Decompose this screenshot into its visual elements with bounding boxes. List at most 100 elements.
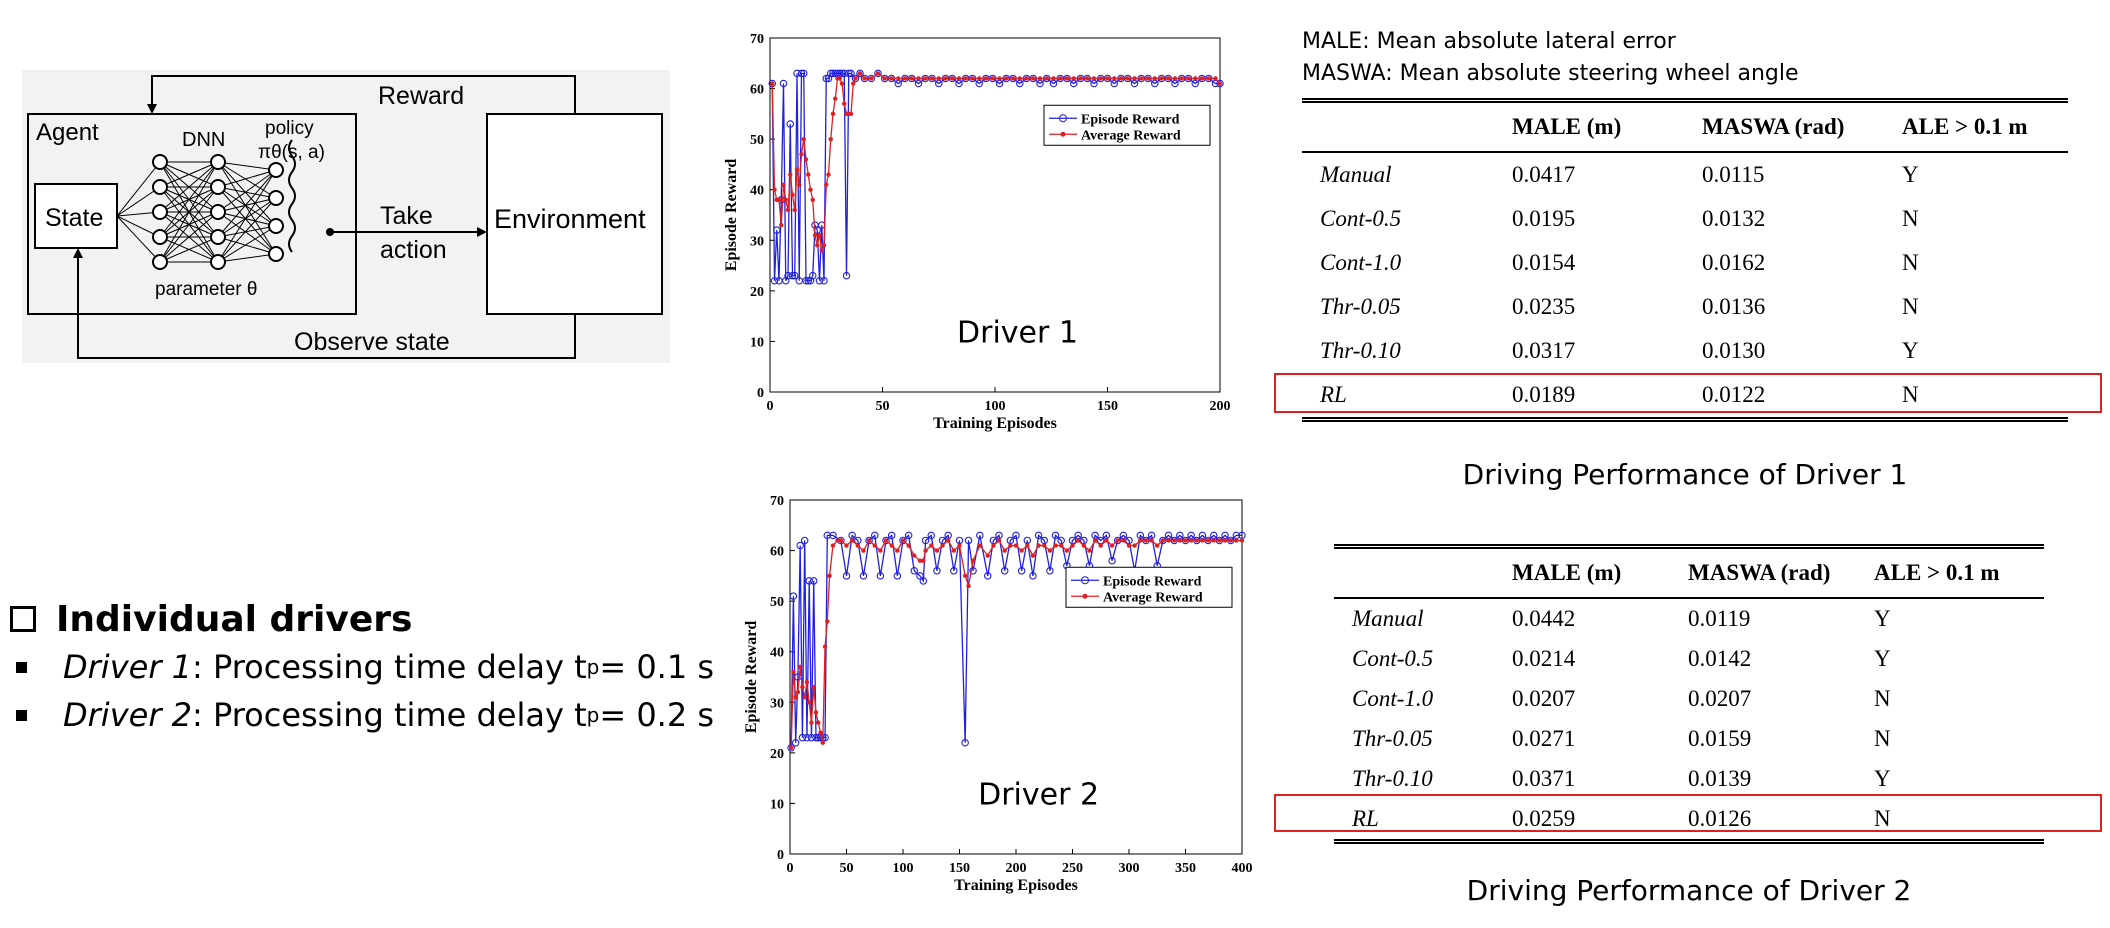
agent-box [27,113,357,315]
data-point [1064,76,1070,81]
series-line [771,72,1221,253]
data-point [1017,567,1026,575]
value-cell: 0.0371 [1512,766,1576,791]
x-tick-label: 0 [787,861,794,876]
data-point [1179,76,1184,81]
data-point [1051,76,1056,81]
data-point [1166,76,1171,81]
data-point [808,187,813,192]
dnn-node [210,154,226,170]
data-point [1046,567,1054,575]
value-cell: 0.0417 [1512,162,1576,187]
parameter-label: parameter θ [155,279,257,300]
section-heading: Individual drivers [10,595,714,643]
bullet-section: Individual drivers Driver 1: Processing … [10,595,714,739]
data-point [789,592,798,600]
data-point [1132,543,1137,548]
data-point [1008,543,1013,548]
data-point [934,548,940,553]
dnn-edge [217,161,277,255]
chart-annotation: Driver 2 [978,777,1099,812]
take-label: Take [380,202,433,230]
method-cell: Thr-0.05 [1320,294,1401,319]
data-point [819,248,824,253]
data-point [919,577,928,585]
data-point [977,543,983,548]
dnn-node [152,179,168,195]
dnn-node [268,246,284,262]
data-point [853,76,858,81]
data-point [788,745,794,750]
data-point [1037,76,1043,81]
data-point [829,531,837,540]
data-point [900,538,906,543]
reward-label: Reward [378,82,464,110]
data-point [1034,531,1043,540]
method-cell: Thr-0.10 [1320,338,1401,363]
data-point [1075,538,1081,543]
data-point [1091,76,1097,81]
data-point [895,548,900,553]
y-tick-label: 50 [750,133,764,148]
data-point [825,619,830,624]
data-point [1104,538,1109,543]
table-row: Cont-1.0 0.0207 0.0207 N [1334,679,2044,719]
value-cell: N [1902,294,1919,319]
y-axis-label: Episode Reward [743,621,760,734]
x-tick-label: 400 [1232,861,1253,876]
data-point [1058,76,1063,81]
data-point [1059,543,1064,548]
data-point [801,136,806,142]
table-row: RL 0.0259 0.0126 N [1334,799,2044,842]
data-point [940,543,945,548]
value-cell: 0.0214 [1512,646,1576,671]
value-cell: 0.0122 [1702,382,1766,407]
data-point [1177,538,1183,543]
data-point [1159,76,1164,81]
data-point [991,543,996,548]
data-point [851,74,860,83]
driver-desc: : Processing time delay t [192,696,587,734]
y-tick-label: 50 [770,595,784,610]
data-point [859,572,868,580]
table-2-caption: Driving Performance of Driver 2 [1466,874,1912,907]
data-point [1183,538,1188,543]
data-point [1044,76,1049,81]
dnn-node [210,204,226,220]
data-point [976,531,984,540]
y-tick-label: 40 [750,184,764,199]
method-cell: Manual [1320,162,1392,187]
data-point [1121,538,1126,543]
data-point [889,76,894,81]
y-tick-label: 0 [777,848,784,863]
data-point [779,222,784,228]
value-cell: Y [1874,606,1891,631]
data-point [807,700,812,705]
data-point [883,538,889,543]
data-point [882,76,887,81]
table-row: Manual 0.0442 0.0119 Y [1334,598,2044,639]
data-point [1160,538,1166,543]
data-point [970,76,975,81]
state-label: State [45,204,103,232]
x-axis-label: Training Episodes [954,877,1078,894]
data-point [866,538,872,543]
data-point [857,71,863,76]
legend-box [1043,104,1211,146]
value-cell: 0.0119 [1688,606,1751,631]
observe-arrow [77,254,576,359]
method-cell: RL [1320,382,1347,407]
data-point [983,76,989,81]
data-point [828,136,833,142]
data-point [812,233,818,238]
observe-arrowhead [73,248,83,258]
data-point [929,76,935,81]
data-point [809,577,818,585]
action-dot [326,228,334,236]
data-point [1125,76,1130,81]
dnn-edge [116,161,161,217]
data-point [1166,538,1171,543]
data-point [1217,538,1222,543]
value-cell: 0.0139 [1688,766,1752,791]
value-cell: 0.0195 [1512,206,1576,231]
